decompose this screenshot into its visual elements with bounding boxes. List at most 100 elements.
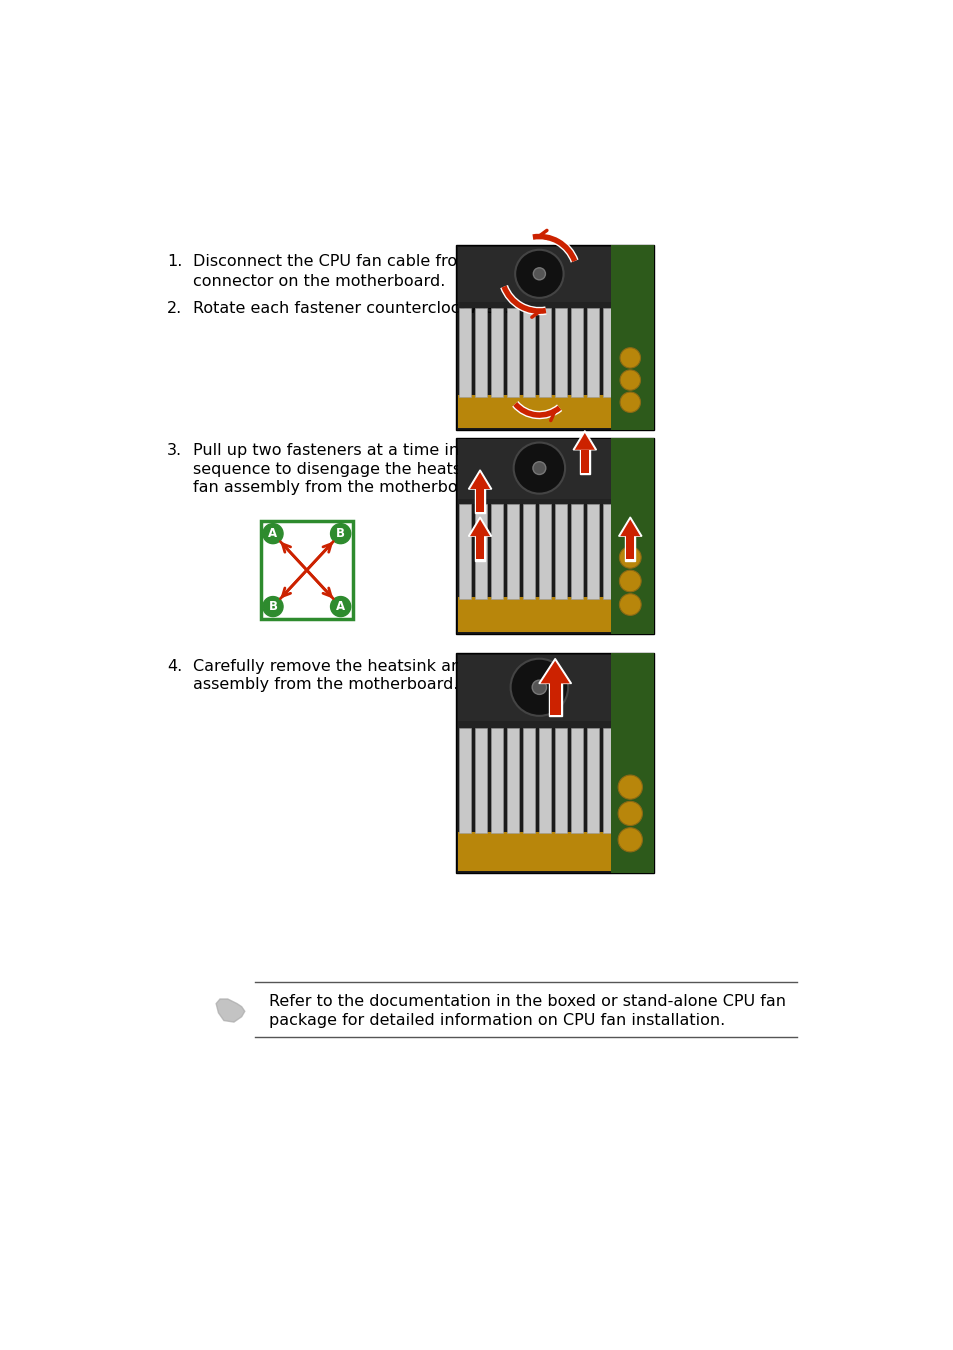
Text: package for detailed information on CPU fan installation.: package for detailed information on CPU …	[269, 1012, 724, 1027]
Bar	[618, 308, 630, 397]
Polygon shape	[470, 472, 490, 489]
Bar	[610, 246, 654, 429]
Circle shape	[331, 597, 351, 617]
Bar	[475, 308, 486, 397]
Bar	[457, 597, 652, 632]
Text: 3.: 3.	[167, 443, 182, 458]
Text: Rotate each fastener counterclockwise.: Rotate each fastener counterclockwise.	[193, 301, 509, 316]
Text: Carefully remove the heatsink and fan: Carefully remove the heatsink and fan	[193, 659, 501, 674]
Text: 1.: 1.	[167, 254, 182, 270]
Bar	[571, 728, 582, 833]
Text: B: B	[268, 599, 277, 613]
Circle shape	[510, 659, 568, 716]
Bar	[507, 505, 518, 598]
Bar	[457, 396, 652, 428]
Bar	[476, 536, 483, 559]
Bar	[555, 308, 566, 397]
Polygon shape	[619, 520, 639, 536]
Bar	[523, 728, 535, 833]
Bar	[635, 308, 646, 397]
Bar	[586, 728, 598, 833]
Bar	[579, 448, 589, 474]
Circle shape	[533, 267, 545, 279]
Bar	[548, 682, 561, 716]
Bar	[507, 728, 518, 833]
Circle shape	[263, 597, 283, 617]
Bar	[538, 505, 550, 598]
Bar	[475, 728, 486, 833]
Bar	[475, 535, 485, 560]
Bar	[457, 439, 652, 498]
Text: B: B	[335, 526, 345, 540]
Polygon shape	[216, 999, 245, 1022]
Bar	[624, 535, 635, 560]
Bar	[475, 487, 485, 513]
Polygon shape	[540, 660, 569, 683]
Text: connector on the motherboard.: connector on the motherboard.	[193, 274, 445, 289]
Bar	[261, 521, 353, 620]
Text: Refer to the documentation in the boxed or stand-alone CPU fan: Refer to the documentation in the boxed …	[269, 994, 785, 1008]
Bar	[456, 653, 654, 872]
Text: 2.: 2.	[167, 301, 182, 316]
Polygon shape	[538, 659, 571, 683]
Bar	[456, 437, 654, 634]
Circle shape	[618, 547, 640, 568]
Bar	[459, 505, 471, 598]
Bar	[555, 505, 566, 598]
Circle shape	[532, 680, 546, 694]
Bar	[602, 308, 614, 397]
Polygon shape	[574, 433, 595, 450]
Polygon shape	[470, 520, 490, 536]
Bar	[523, 308, 535, 397]
Bar	[457, 832, 652, 871]
Circle shape	[618, 594, 640, 616]
Bar	[571, 308, 582, 397]
Polygon shape	[468, 517, 491, 536]
Polygon shape	[573, 431, 596, 450]
Circle shape	[331, 524, 351, 544]
Text: Disconnect the CPU fan cable from the: Disconnect the CPU fan cable from the	[193, 254, 503, 270]
Circle shape	[618, 828, 641, 852]
Bar	[457, 655, 652, 721]
Bar	[457, 302, 652, 308]
Circle shape	[619, 370, 639, 390]
Text: fan assembly from the motherboard: fan assembly from the motherboard	[193, 481, 483, 495]
Bar	[580, 450, 588, 472]
Polygon shape	[468, 470, 491, 489]
Bar	[476, 489, 483, 512]
Text: assembly from the motherboard.: assembly from the motherboard.	[193, 678, 457, 693]
Polygon shape	[618, 517, 641, 536]
Bar	[586, 505, 598, 598]
Bar	[571, 505, 582, 598]
Text: sequence to disengage the heatsink and: sequence to disengage the heatsink and	[193, 462, 520, 477]
Bar	[456, 246, 654, 429]
Bar	[507, 308, 518, 397]
Text: 4.: 4.	[167, 659, 182, 674]
Bar	[549, 683, 560, 714]
Circle shape	[533, 462, 545, 474]
Bar	[457, 721, 652, 728]
Bar	[538, 728, 550, 833]
Bar	[602, 505, 614, 598]
Bar	[618, 728, 630, 833]
Bar	[457, 498, 652, 505]
Bar	[538, 308, 550, 397]
Bar	[459, 728, 471, 833]
Bar	[626, 536, 634, 559]
Bar	[635, 505, 646, 598]
Circle shape	[619, 348, 639, 369]
Bar	[610, 437, 654, 634]
Bar	[491, 728, 502, 833]
Circle shape	[619, 392, 639, 412]
Bar	[602, 728, 614, 833]
Circle shape	[618, 775, 641, 799]
Circle shape	[618, 802, 641, 826]
Bar	[610, 653, 654, 872]
Text: Pull up two fasteners at a time in a diagonal: Pull up two fasteners at a time in a dia…	[193, 443, 548, 458]
Circle shape	[263, 524, 283, 544]
Bar	[491, 505, 502, 598]
Bar	[475, 505, 486, 598]
Bar	[523, 505, 535, 598]
Bar	[635, 728, 646, 833]
Bar	[586, 308, 598, 397]
